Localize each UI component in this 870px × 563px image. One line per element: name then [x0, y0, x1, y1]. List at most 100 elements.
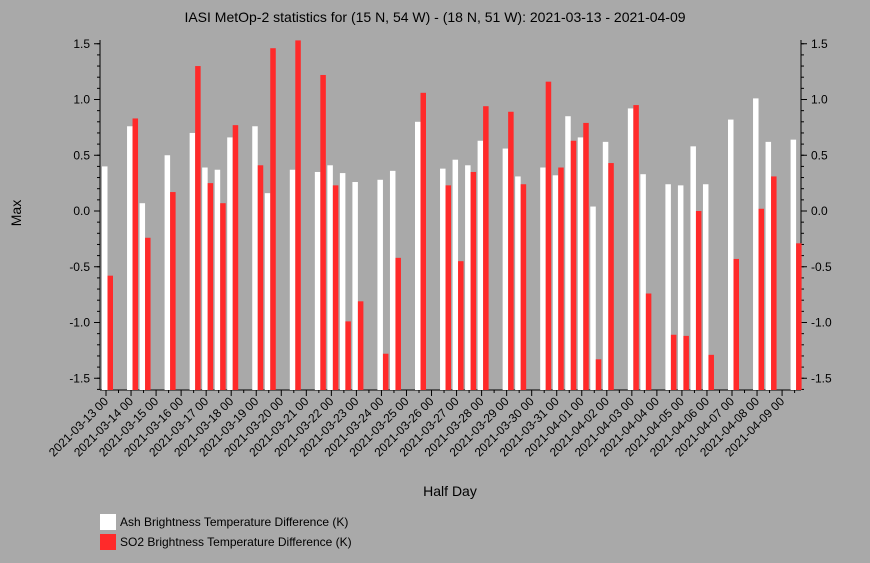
y-axis-label: Max: [8, 199, 24, 227]
bar-so2: [633, 105, 639, 390]
bar-so2: [771, 176, 777, 390]
bar-so2: [595, 359, 602, 390]
bar-so2: [796, 243, 802, 390]
bar-so2: [470, 171, 477, 390]
x-axis-label: Half Day: [423, 483, 477, 499]
bar-so2: [270, 48, 276, 391]
legend: Ash Brightness Temperature Difference (K…: [100, 512, 352, 552]
legend-swatch-ash: [100, 514, 116, 530]
bar-ash: [502, 148, 509, 390]
bar-so2: [132, 118, 139, 390]
y-tick-label-left: 1.0: [73, 93, 90, 107]
bar-so2: [320, 74, 326, 390]
bar-so2: [107, 275, 113, 390]
bar-so2: [420, 92, 426, 390]
y-tick-label-right: -1.0: [811, 316, 832, 330]
bar-ash: [252, 126, 258, 390]
y-tick-label-right: -0.5: [811, 260, 832, 274]
bar-ash: [753, 98, 759, 390]
bar-so2: [558, 167, 564, 390]
bar-ash: [728, 119, 734, 390]
bar-ash: [452, 159, 459, 390]
bar-so2: [395, 257, 401, 390]
bar-so2: [220, 203, 226, 390]
bar-so2: [257, 165, 264, 390]
y-tick-label-left: 0.5: [73, 148, 90, 162]
legend-item-ash: Ash Brightness Temperature Difference (K…: [100, 512, 352, 532]
legend-swatch-so2: [100, 534, 116, 550]
bar-so2: [170, 192, 176, 390]
bar-so2: [332, 185, 339, 390]
bar-so2: [733, 258, 739, 390]
bar-ash: [314, 171, 321, 390]
legend-item-so2: SO2 Brightness Temperature Difference (K…: [100, 532, 352, 552]
bar-so2: [708, 354, 714, 390]
bar-ash: [540, 167, 546, 390]
y-tick-label-right: -1.5: [811, 371, 832, 385]
bar-ash: [202, 167, 208, 390]
bar-so2: [483, 106, 489, 390]
bar-so2: [207, 183, 214, 390]
bar-ash: [139, 203, 146, 390]
bar-ash: [227, 137, 233, 390]
bar-ash: [389, 170, 396, 390]
bar-ash: [627, 108, 634, 391]
y-tick-label-left: -0.5: [69, 260, 90, 274]
bar-so2: [520, 184, 527, 390]
y-tick-label-right: 1.5: [811, 37, 828, 51]
y-tick-label-left: -1.0: [69, 316, 90, 330]
bar-so2: [545, 81, 552, 390]
bar-so2: [570, 140, 577, 390]
bar-ash: [214, 169, 221, 390]
bar-ash: [565, 116, 571, 390]
bar-ash: [127, 126, 133, 390]
bar-ash: [702, 184, 709, 390]
bar-ash: [477, 140, 484, 390]
bar-so2: [508, 111, 514, 390]
bar-ash: [327, 165, 333, 390]
bar-so2: [195, 66, 201, 391]
bar-so2: [458, 261, 464, 390]
bar-ash: [164, 155, 171, 390]
legend-label-so2: SO2 Brightness Temperature Difference (K…: [120, 535, 352, 549]
bar-ash: [590, 206, 596, 390]
bar-so2: [445, 185, 452, 390]
y-tick-label-right: 0.0: [811, 204, 828, 218]
bar-ash: [677, 185, 684, 390]
bar-so2: [670, 334, 677, 390]
bar-ash: [440, 168, 446, 390]
bar-ash: [577, 137, 584, 390]
bar-ash: [339, 173, 346, 390]
bar-ash: [415, 121, 421, 391]
bar-ash: [289, 169, 296, 390]
bar-ash: [602, 141, 609, 390]
bar-ash: [690, 146, 696, 390]
bar-so2: [345, 321, 351, 390]
bar-so2: [382, 353, 389, 390]
bar-so2: [758, 208, 765, 390]
bar-ash: [552, 175, 559, 390]
bar-so2: [695, 211, 702, 390]
bar-ash: [264, 193, 271, 390]
bar-so2: [145, 237, 151, 390]
bar-ash: [102, 166, 108, 390]
bar-so2: [295, 40, 301, 390]
bar-ash: [352, 182, 358, 390]
y-tick-label-left: -1.5: [69, 371, 90, 385]
bar-so2: [683, 335, 689, 390]
bar-so2: [357, 301, 364, 390]
bar-ash: [465, 165, 471, 390]
bar-ash: [665, 184, 671, 390]
bar-so2: [583, 122, 589, 390]
y-tick-label-left: 0.0: [73, 204, 90, 218]
bar-ash: [377, 179, 383, 390]
bar-ash: [640, 174, 646, 390]
legend-label-ash: Ash Brightness Temperature Difference (K…: [120, 515, 349, 529]
bar-so2: [645, 293, 652, 390]
bar-ash: [189, 132, 196, 390]
bar-ash: [790, 139, 797, 390]
chart-title: IASI MetOp-2 statistics for (15 N, 54 W)…: [184, 9, 686, 25]
bar-ash: [515, 176, 521, 390]
y-tick-label-right: 0.5: [811, 148, 828, 162]
